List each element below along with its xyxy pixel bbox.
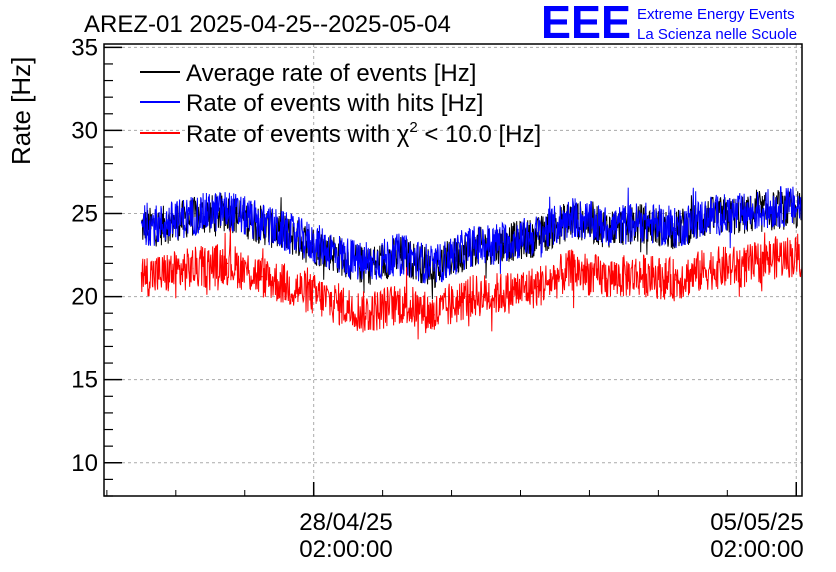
- data-point-chi2: [226, 262, 229, 264]
- eee-logo: EEE: [541, 0, 631, 48]
- data-point-hits: [364, 264, 366, 266]
- data-point-hits: [537, 234, 539, 236]
- data-point-hits: [502, 241, 504, 243]
- data-point-hits: [571, 216, 573, 218]
- data-point-hits: [158, 224, 160, 226]
- y-tick-label-4: 30: [71, 117, 98, 144]
- y-tick-label-1: 15: [71, 367, 98, 394]
- chart-title: AREZ-01 2025-04-25--2025-05-04: [84, 11, 451, 38]
- data-point-chi2: [640, 274, 642, 276]
- data-point-chi2: [330, 301, 332, 303]
- data-point-hits: [778, 206, 780, 208]
- data-point-chi2: [709, 267, 711, 269]
- y-tick-label-3: 25: [71, 201, 98, 228]
- legend-chi2-superscript: 2: [409, 119, 417, 136]
- legend-chi2-prefix: Rate of events with: [186, 121, 397, 148]
- data-point-chi2: [675, 279, 677, 281]
- data-point-chi2: [399, 302, 401, 304]
- eee-branding: EEE Extreme Energy Events La Scienza nel…: [541, 0, 797, 48]
- eee-line2: La Scienza nelle Scuole: [637, 26, 797, 43]
- x-tick-label-time-2: 02:00:00: [710, 536, 803, 563]
- data-series: [140, 186, 803, 340]
- data-point-hits: [468, 246, 470, 248]
- legend-label-chi2: Rate of events with χ2 < 10.0 [Hz]: [186, 119, 541, 148]
- legend: Average rate of events [Hz] Rate of even…: [140, 60, 541, 148]
- data-point-hits: [295, 236, 298, 238]
- data-point-chi2: [606, 277, 608, 279]
- data-point-chi2: [468, 296, 470, 298]
- data-point-hits: [192, 214, 194, 216]
- data-point-hits: [606, 226, 608, 228]
- axes: 10 15 20 25 30 35: [71, 34, 798, 497]
- eee-line1: Extreme Energy Events: [637, 6, 795, 23]
- data-point-hits: [330, 249, 332, 251]
- x-tick-label-time-1: 02:00:00: [299, 536, 392, 563]
- data-point-hits: [640, 221, 642, 223]
- data-point-chi2: [158, 274, 160, 276]
- plot-frame: [103, 43, 803, 497]
- data-point-chi2: [433, 314, 435, 316]
- data-point-chi2: [571, 269, 573, 271]
- y-tick-label-5: 35: [71, 34, 98, 61]
- data-point-hits: [709, 214, 711, 216]
- data-point-average: [502, 242, 504, 244]
- legend-label-average: Average rate of events [Hz]: [186, 60, 476, 87]
- y-tick-label-0: 10: [71, 450, 98, 477]
- data-point-hits: [433, 266, 435, 268]
- data-point-chi2: [502, 292, 504, 294]
- series-line-hits: [140, 186, 803, 284]
- series-line-chi2: [140, 227, 803, 340]
- legend-label-hits: Rate of events with hits [Hz]: [186, 90, 483, 117]
- y-axis-label: Rate [Hz]: [6, 57, 36, 165]
- data-point-hits: [744, 212, 746, 215]
- legend-chi2-symbol: χ: [397, 121, 410, 148]
- data-point-chi2: [364, 312, 366, 314]
- data-point-chi2: [295, 287, 298, 289]
- data-point-chi2: [778, 256, 780, 258]
- y-tick-label-2: 20: [71, 284, 98, 311]
- data-point-hits: [675, 227, 677, 230]
- x-tick-label-date-1: 28/04/25: [299, 509, 392, 536]
- data-point-hits: [261, 222, 263, 225]
- x-tick-label-date-2: 05/05/25: [710, 509, 803, 536]
- data-point-hits: [399, 252, 401, 254]
- legend-chi2-suffix: < 10.0 [Hz]: [418, 121, 541, 148]
- data-point-chi2: [537, 286, 539, 288]
- data-point-chi2: [261, 276, 263, 278]
- data-point-chi2: [744, 266, 746, 268]
- data-point-hits: [226, 209, 229, 211]
- data-point-chi2: [192, 267, 194, 269]
